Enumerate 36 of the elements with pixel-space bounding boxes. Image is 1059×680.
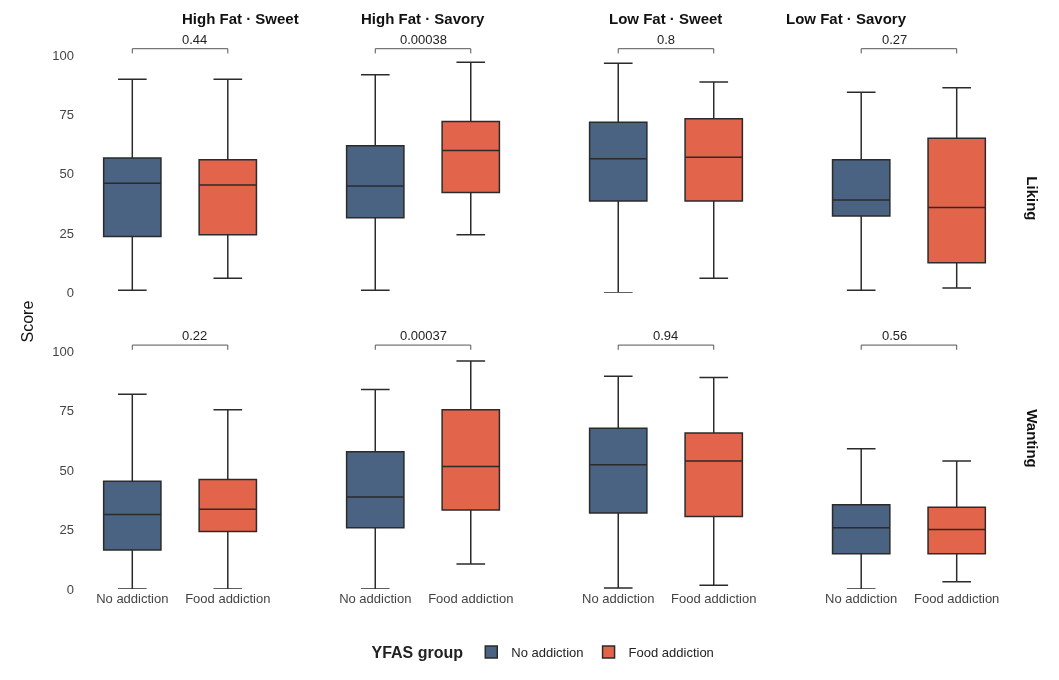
y-tick-label: 50 xyxy=(59,462,74,478)
y2-axis-title: Wanting xyxy=(1024,409,1042,468)
chart-title: Low Fat · Savory xyxy=(786,10,907,27)
text: 0.22 xyxy=(182,328,208,343)
text: 0.00037 xyxy=(400,328,447,343)
y2-axis-title: Liking xyxy=(1024,176,1042,221)
y-tick-label: 0 xyxy=(66,285,74,301)
y-tick-label: 100 xyxy=(52,343,74,359)
y-axis-title: Score xyxy=(18,300,36,343)
text: 0.8 xyxy=(657,32,676,47)
y-tick-label: 0 xyxy=(66,581,74,597)
y-tick-label: 25 xyxy=(59,522,74,538)
x-tick-label: No addiction xyxy=(339,591,412,606)
y-tick-label: 50 xyxy=(59,166,74,182)
y-tick-label: 75 xyxy=(59,106,74,122)
text: 0.94 xyxy=(653,328,679,343)
text: 0.27 xyxy=(882,32,908,47)
legend-label: No addiction xyxy=(511,645,584,661)
legend-label: Food addiction xyxy=(628,645,714,661)
x-tick-label: Food addiction xyxy=(185,591,271,606)
text: 0.00038 xyxy=(400,32,447,47)
x-tick-label: Food addiction xyxy=(428,591,514,606)
x-tick-label: No addiction xyxy=(582,591,655,606)
text: 0.56 xyxy=(882,328,908,343)
text: 0.44 xyxy=(182,32,208,47)
chart-title: High Fat · Sweet xyxy=(182,10,299,27)
x-tick-label: No addiction xyxy=(825,591,898,606)
y-tick-label: 100 xyxy=(52,47,74,63)
y-tick-label: 75 xyxy=(59,403,74,419)
x-tick-label: Food addiction xyxy=(671,591,757,606)
chart-title: Low Fat · Sweet xyxy=(609,10,723,27)
chart-title: High Fat · Savory xyxy=(361,10,486,27)
y-tick-label: 25 xyxy=(59,225,74,241)
legend-title: YFAS group xyxy=(371,643,464,661)
x-tick-label: No addiction xyxy=(96,591,169,606)
x-tick-label: Food addiction xyxy=(914,591,1000,606)
